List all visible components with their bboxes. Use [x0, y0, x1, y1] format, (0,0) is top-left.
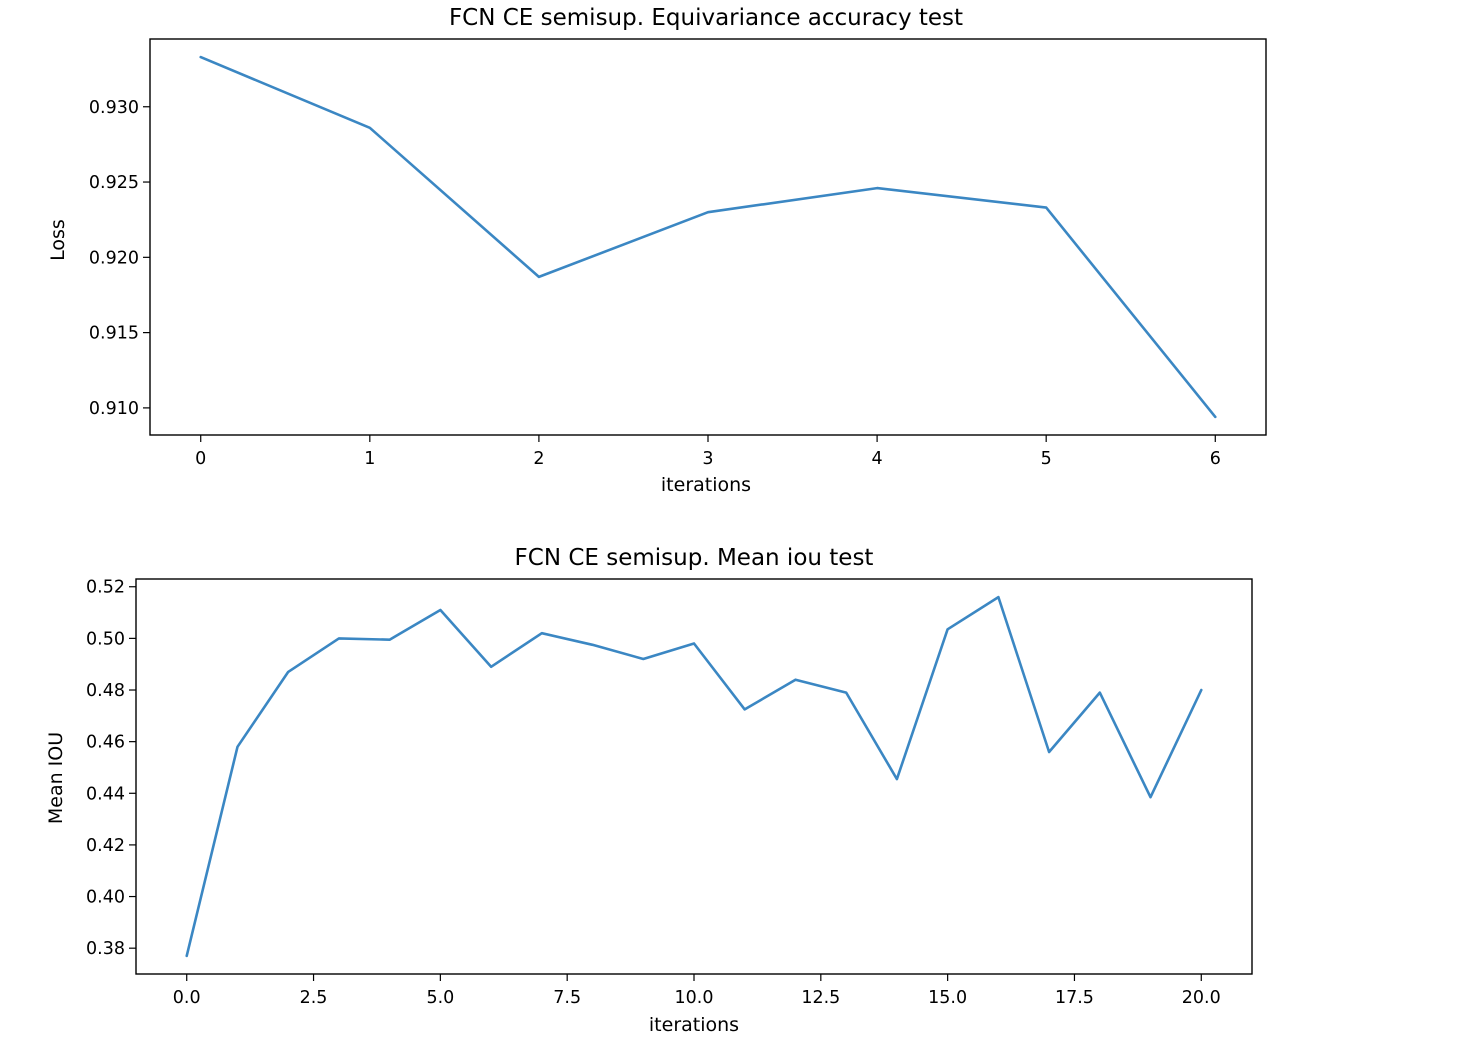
- plot-frame: [135, 578, 1253, 975]
- x-tick-label: 2: [533, 449, 544, 469]
- chart-title: FCN CE semisup. Equivariance accuracy te…: [449, 5, 963, 31]
- x-axis-label: iterations: [649, 1014, 739, 1036]
- y-tick-label: 0.52: [86, 578, 125, 598]
- x-tick-label: 10.0: [675, 988, 714, 1008]
- x-tick-label: 2.5: [300, 988, 328, 1008]
- x-tick-label: 5.0: [426, 988, 454, 1008]
- x-tick-label: 4: [872, 449, 883, 469]
- x-tick-label: 7.5: [553, 988, 581, 1008]
- x-tick-label: 3: [702, 449, 713, 469]
- x-tick-label: 5: [1041, 449, 1052, 469]
- y-ticks: 0.910 0.915 0.920 0.925 0.930: [89, 98, 150, 419]
- y-tick-label: 0.920: [89, 248, 139, 268]
- y-tick-label: 0.910: [89, 399, 139, 419]
- y-tick-label: 0.46: [86, 733, 125, 753]
- y-axis-label: Mean IOU: [45, 732, 67, 824]
- mean-iou-chart: FCN CE semisup. Mean iou test 0.0 2.5 5.0 7…: [45, 545, 1253, 1036]
- y-tick-label: 0.50: [86, 629, 125, 649]
- y-tick-label: 0.40: [86, 888, 125, 908]
- y-tick-label: 0.38: [86, 939, 125, 959]
- plot-frame: [149, 38, 1267, 436]
- y-tick-label: 0.42: [86, 836, 125, 856]
- x-tick-label: 17.5: [1055, 988, 1094, 1008]
- y-tick-label: 0.48: [86, 681, 125, 701]
- x-tick-label: 1: [364, 449, 375, 469]
- x-tick-label: 0.0: [173, 988, 201, 1008]
- x-tick-label: 0: [195, 449, 206, 469]
- x-tick-label: 20.0: [1182, 988, 1221, 1008]
- y-tick-label: 0.925: [89, 173, 139, 193]
- loss-chart: FCN CE semisup. Equivariance accuracy te…: [47, 5, 1267, 496]
- x-tick-label: 15.0: [928, 988, 967, 1008]
- y-axis-label: Loss: [47, 219, 69, 261]
- x-tick-label: 12.5: [801, 988, 840, 1008]
- y-ticks: 0.38 0.40 0.42 0.44 0.46 0.48 0.50 0.52: [86, 578, 136, 959]
- y-tick-label: 0.44: [86, 784, 125, 804]
- y-tick-label: 0.915: [89, 324, 139, 344]
- x-ticks: 0 1 2 3 4 5 6: [195, 435, 1221, 469]
- y-tick-label: 0.930: [89, 98, 139, 118]
- x-axis-label: iterations: [661, 474, 751, 496]
- chart-title: FCN CE semisup. Mean iou test: [515, 545, 874, 571]
- series-line: [199, 55, 1217, 419]
- series-line: [185, 595, 1203, 958]
- x-tick-label: 6: [1210, 449, 1221, 469]
- x-ticks: 0.0 2.5 5.0 7.5 10.0 12.5 15.0 17.5 20.0: [173, 974, 1221, 1008]
